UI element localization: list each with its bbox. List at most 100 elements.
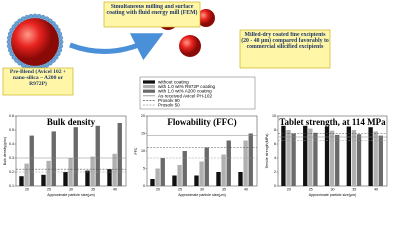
y-tick-label: 15	[141, 132, 145, 136]
bar	[41, 174, 46, 186]
x-tick-label: 30	[69, 188, 73, 192]
x-tick-label: 20	[287, 188, 291, 192]
silica-dot	[14, 58, 19, 63]
y-tick-label: 0	[143, 184, 145, 188]
legend-label: without coating	[158, 80, 189, 85]
silica-dot	[36, 13, 42, 19]
legend-label: As received Avicel PH-102	[158, 93, 212, 98]
y-tick-label: 4	[274, 156, 276, 160]
silica-dot	[17, 60, 23, 66]
y-tick-label: 10	[272, 114, 276, 118]
x-tick-label: 35	[222, 188, 226, 192]
bar	[73, 127, 78, 186]
bar	[194, 175, 199, 186]
y-tick-label: 0.4	[9, 142, 14, 146]
bar	[46, 160, 51, 186]
bar	[373, 131, 378, 186]
bar	[29, 135, 34, 186]
legend-label: with 1.0 wt% A200 coating	[158, 89, 212, 94]
silica-dot	[6, 39, 12, 45]
y-tick-label: 0.2	[9, 170, 14, 174]
silica-dot	[55, 51, 61, 57]
x-tick-label: 30	[331, 188, 335, 192]
silica-dot	[58, 39, 64, 45]
bar	[356, 134, 362, 186]
bar	[248, 133, 253, 186]
bar	[291, 133, 296, 186]
y-tick-label: 10	[141, 149, 145, 153]
y-axis-label: Bulk density(g/cc)	[3, 137, 7, 165]
y-axis-label: FFC	[134, 147, 138, 154]
process-box	[103, 1, 201, 28]
y-tick-label: 20	[141, 114, 145, 118]
preblend-text: Pre-Blend (Avicel 102 + nano-silica – A2…	[9, 69, 67, 87]
graphical-abstract: Pre-Blend (Avicel 102 + nano-silica – A2…	[2, 1, 388, 197]
y-tick-label: 2	[274, 170, 276, 174]
bar	[303, 125, 308, 186]
silica-dot	[53, 24, 59, 30]
x-tick-label: 35	[91, 188, 95, 192]
silica-dot	[51, 21, 56, 26]
bar	[335, 134, 340, 186]
y-tick-label: 0.6	[9, 114, 14, 118]
silica-dot	[7, 47, 13, 53]
preblend-box	[2, 67, 74, 96]
bar	[313, 132, 318, 186]
silica-dot	[24, 14, 30, 20]
y-tick-label: 0.1	[9, 184, 14, 188]
bar	[172, 175, 177, 186]
result-text: Milled-dry coated fine excipients (20 - …	[241, 32, 329, 50]
bar	[182, 151, 187, 186]
legend-box	[139, 76, 256, 110]
x-tick-label: 40	[113, 188, 117, 192]
silica-dot	[44, 16, 50, 22]
silica-dot	[11, 24, 17, 30]
bar	[177, 165, 182, 186]
legend-label: Prosolv 50	[158, 103, 180, 108]
bar	[117, 123, 122, 186]
process-arrow	[69, 33, 164, 61]
silica-dot	[47, 18, 53, 24]
bar	[160, 158, 165, 186]
silica-dot	[57, 31, 63, 37]
silica-dot	[17, 18, 23, 24]
bar	[204, 147, 209, 186]
y-tick-label: 6	[274, 142, 276, 146]
bar	[51, 131, 56, 186]
bar	[243, 140, 248, 186]
silica-dot	[6, 35, 12, 41]
silica-dot	[53, 54, 59, 60]
chart-title: Bulk density	[47, 117, 96, 127]
bar	[378, 135, 383, 186]
silica-dot	[6, 43, 12, 49]
x-tick-label: 40	[244, 188, 248, 192]
bar	[199, 161, 204, 186]
y-tick-label: 8	[274, 128, 276, 132]
silica-dot	[28, 13, 34, 19]
bar	[281, 125, 286, 186]
bar	[24, 163, 29, 186]
bar	[226, 140, 231, 186]
silica-dot	[51, 58, 56, 63]
bar	[346, 126, 351, 186]
x-tick-label: 20	[25, 188, 29, 192]
bar	[112, 153, 117, 186]
x-tick-label: 30	[200, 188, 204, 192]
bar	[19, 176, 24, 186]
bar	[351, 130, 357, 186]
silica-dot	[14, 21, 19, 26]
bar	[150, 179, 155, 186]
silica-dot	[9, 27, 15, 33]
x-tick-label: 20	[156, 188, 160, 192]
bar	[216, 172, 221, 186]
bar	[95, 125, 100, 186]
silica-dot	[11, 54, 17, 60]
y-tick-label: 0	[274, 184, 276, 188]
bar	[329, 130, 335, 186]
bar	[63, 172, 68, 186]
legend-label: Prosolv 90	[158, 98, 180, 103]
silica-dot	[32, 13, 38, 19]
y-tick-label: 0.5	[9, 128, 14, 132]
y-tick-label: 5	[143, 167, 145, 171]
bar	[107, 169, 112, 186]
